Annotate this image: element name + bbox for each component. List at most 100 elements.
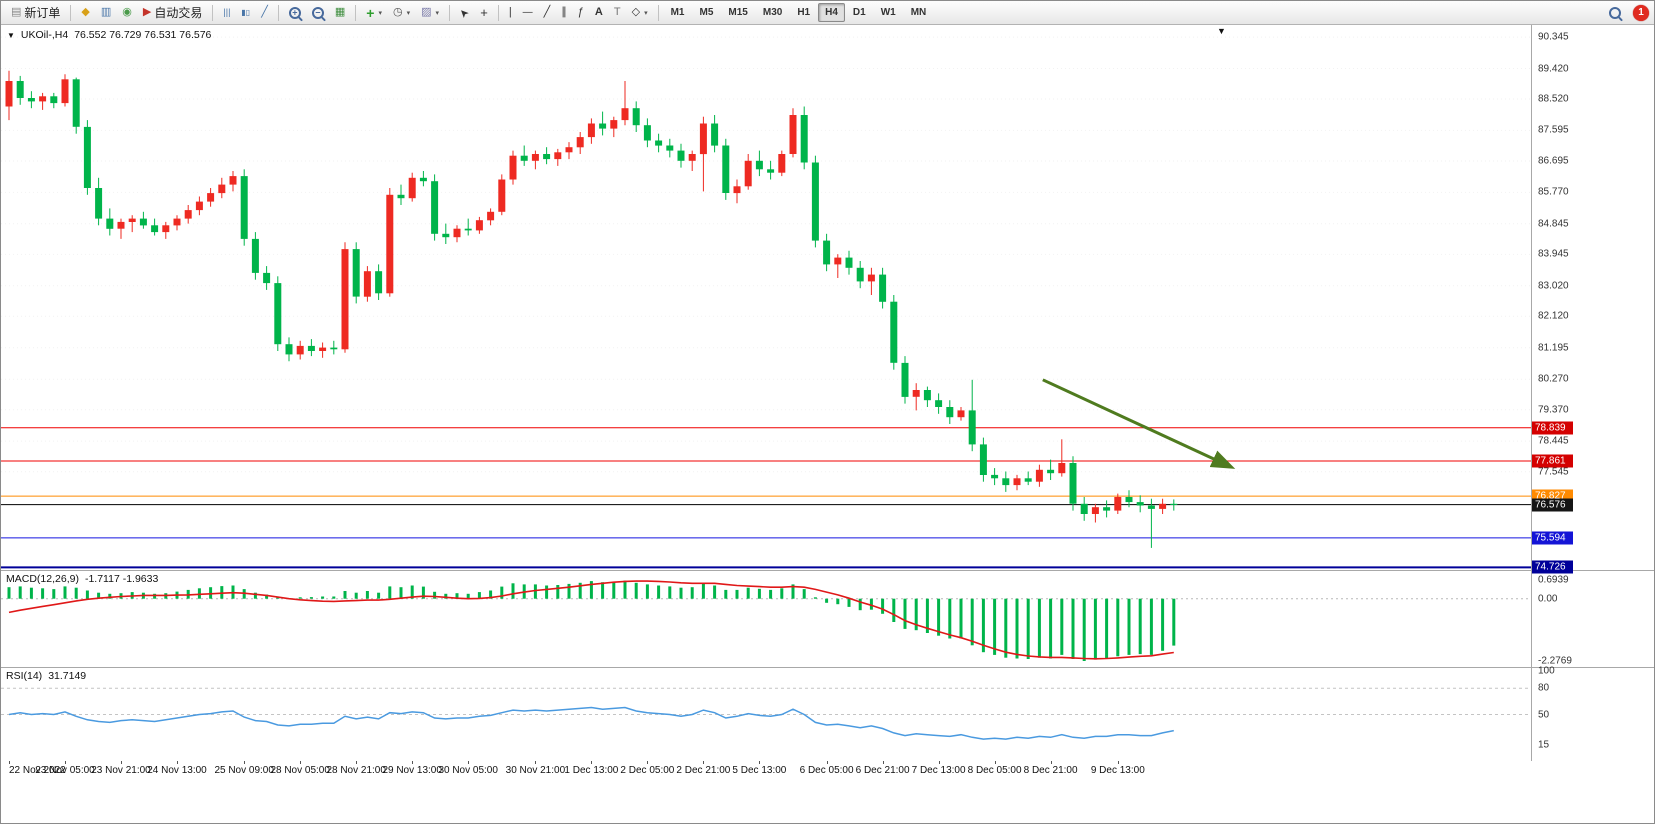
candlestick-button[interactable]: ▮▯ [236,2,255,23]
autotrade-button[interactable]: ▶ 自动交易 [138,2,207,23]
symbol-header[interactable]: ▼ UKOil-,H4 76.552 76.729 76.531 76.576 [7,29,211,41]
timeframe-m5-button[interactable]: M5 [699,7,714,18]
toolbar-separator [277,4,279,21]
price-badge-77.861: 77.861 [1532,454,1573,468]
data-window-button[interactable]: ▥ [96,2,116,23]
rsi-line [8,706,1174,740]
timeframe-d1-button[interactable]: D1 [852,7,866,18]
price-tick: 83.945 [1538,248,1569,260]
macd-histogram [7,580,1176,661]
time-label: 2 Dec 05:00 [620,765,675,776]
vertical-line-button[interactable]: | [504,2,517,23]
rsi-levels [1,687,1531,715]
line-chart-icon: ╱ [261,6,268,18]
text-button[interactable]: A [590,2,608,23]
navigator-button[interactable]: ◉ [117,2,137,23]
zoom-in-button[interactable] [284,2,306,23]
dropdown-arrow-icon: ▾ [378,9,382,17]
notification-badge[interactable]: 1 [1633,4,1649,21]
price-badge-78.839: 78.839 [1532,421,1573,435]
cursor-button[interactable]: ➤ [455,2,474,23]
timeframe-w1-button[interactable]: W1 [880,7,896,18]
macd-signal-line [8,580,1174,660]
charts-button[interactable]: ◆ [76,2,94,23]
timeframe-h4-button[interactable]: H4 [818,3,845,22]
time-tick [647,761,649,764]
tile-windows-icon: ▦ [334,6,346,18]
price-tick: 84.845 [1538,218,1569,230]
channel-button[interactable]: ∥ [556,2,572,23]
crosshair-button[interactable]: + [475,2,493,23]
candlestick-icon: ▮▯ [241,7,251,17]
time-tick [300,761,302,764]
tile-windows-button[interactable]: ▦ [330,2,350,23]
price-badge-75.594: 75.594 [1532,531,1573,545]
time-tick [591,761,593,764]
time-label: 6 Dec 21:00 [855,765,910,776]
toolbar: ▤新订单◆▥◉▶自动交易|||▮▯╱▦+▾◷▾▨▾➤+|—╱∥ƒAT◇▾M1M5… [1,1,1654,25]
price-tick: 87.595 [1538,124,1569,136]
fibonacci-button[interactable]: ƒ [573,2,589,23]
rsi-value: 31.7149 [48,670,87,682]
rsi-chart[interactable] [1,668,1531,761]
bar-chart-button[interactable]: ||| [218,2,235,23]
time-label: 22 Nov 2022 [9,765,66,776]
charts-icon: ◆ [81,6,90,18]
price-tick: 90.345 [1538,31,1569,43]
timeframe-h1-button[interactable]: H1 [797,7,811,18]
periods-button[interactable]: ◷ ▾ [388,2,415,23]
time-axis[interactable]: 22 Nov 2022 23 Nov 05:00 23 Nov 21:00 24 No… [1,761,1654,823]
shapes-button[interactable]: ◇ ▾ [627,2,653,23]
templates-button[interactable]: ▨ ▾ [416,2,444,23]
search-button[interactable] [1604,2,1626,23]
panel-separator[interactable] [1,570,1654,571]
time-tick [826,761,828,764]
zoom-out-button[interactable] [307,2,329,23]
timeframe-m15-button[interactable]: M15 [728,7,748,18]
time-tick [1117,761,1119,764]
time-label: 25 Nov 09:00 [214,765,274,776]
time-label: 30 Nov 05:00 [438,765,498,776]
timeframe-m1-button[interactable]: M1 [670,7,685,18]
indicators-button[interactable]: + ▾ [361,2,387,23]
price-tick: 86.695 [1538,155,1569,167]
price-tick: 80.270 [1538,373,1569,385]
line-chart-button[interactable]: ╱ [256,2,273,23]
channel-icon: ∥ [561,6,567,18]
macd-chart[interactable] [1,571,1531,667]
toolbar-separator [497,4,499,21]
time-label: 6 Dec 05:00 [799,765,854,776]
price-badge-76.576: 76.576 [1532,498,1573,512]
macd-tick: 0.00 [1538,593,1558,605]
templates-icon: ▨ [421,6,432,18]
price-badge-74.726: 74.726 [1532,560,1573,574]
panel-separator[interactable] [1,667,1654,668]
text-icon: A [594,6,603,18]
time-label: 28 Nov 05:00 [270,765,330,776]
time-label: 30 Nov 21:00 [505,765,566,776]
macd-tick: 0.6939 [1538,574,1569,586]
trendline-button[interactable]: ╱ [539,2,556,23]
search-icon [1609,6,1621,19]
chart-shift-marker[interactable]: ▼ [1217,26,1226,36]
time-label: 2 Dec 21:00 [676,765,731,776]
fibonacci-icon: ƒ [577,6,584,18]
grid [1,36,1531,473]
dropdown-arrow-icon: ▾ [435,9,439,17]
timeframe-mn-button[interactable]: MN [910,7,927,18]
timeframe-m30-button[interactable]: M30 [762,7,783,18]
shapes-icon: ◇ [631,6,641,18]
time-tick [356,761,358,764]
horizontal-line-icon: — [522,6,533,18]
candlestick-chart[interactable] [1,25,1531,570]
horizontal-line-button[interactable]: — [518,2,538,23]
label-button[interactable]: T [609,2,626,23]
cursor-icon: ➤ [456,5,472,21]
symbol-dropdown-icon[interactable]: ▼ [7,30,15,40]
new-order-button[interactable]: ▤ 新订单 [6,2,65,23]
candles [5,70,1178,548]
bar-chart-icon: ||| [223,7,231,17]
price-tick: 79.370 [1538,404,1569,416]
macd-name: MACD(12,26,9) [6,573,79,585]
